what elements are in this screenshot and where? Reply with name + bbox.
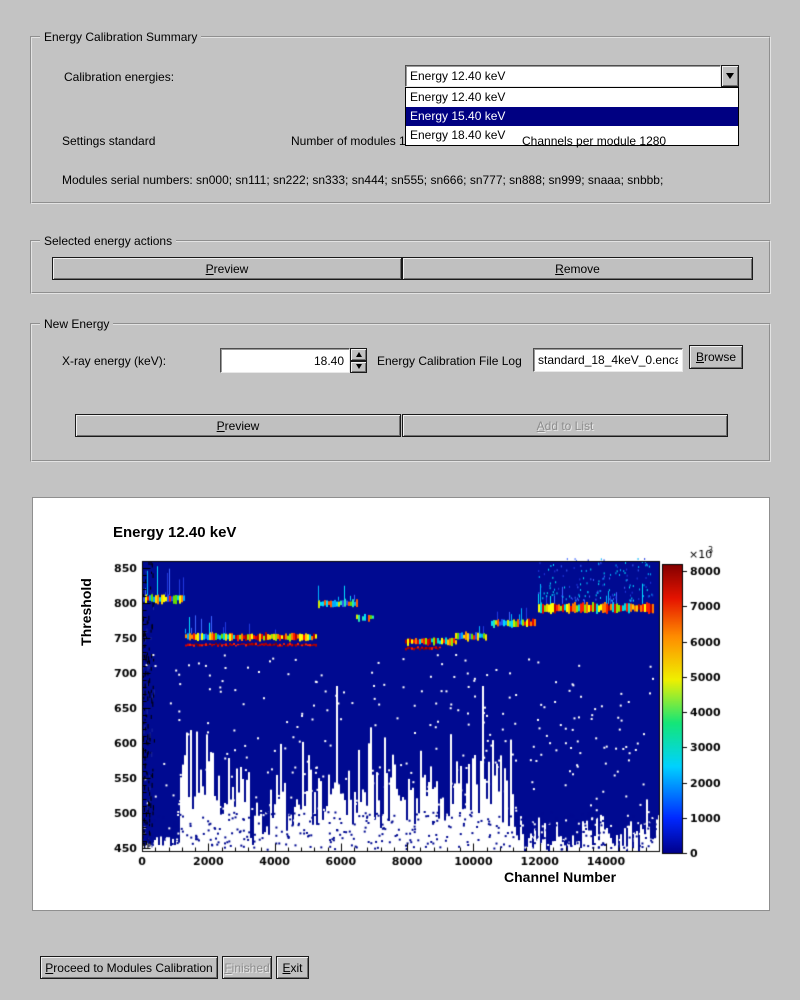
energy-dropdown-list[interactable]: Energy 12.40 keV Energy 15.40 keV Energy 1… [405,87,739,146]
combobox-arrow-button[interactable] [721,65,739,87]
arrow-down-icon [355,364,362,370]
threshold-scan-heatmap [33,498,769,910]
group-title: New Energy [40,317,114,331]
number-of-modules-label: Number of modules 12 [291,134,413,148]
xray-energy-input[interactable] [220,348,350,373]
settings-label: Settings standard [62,134,156,148]
chevron-down-icon [726,73,734,79]
arrow-up-icon [355,351,362,357]
energy-calibration-summary-group: Energy Calibration Summary Calibration e… [30,30,771,204]
calibration-energies-combobox[interactable]: Energy 12.40 keV [405,65,739,87]
plot-y-axis-label: Threshold [78,578,94,646]
plot-x-axis-label: Channel Number [504,869,617,885]
file-log-label: Energy Calibration File Log [377,354,522,368]
file-log-input[interactable] [533,348,683,372]
group-title: Selected energy actions [40,234,177,248]
calibration-energies-label: Calibration energies: [64,70,175,84]
group-title: Energy Calibration Summary [40,30,202,44]
dropdown-item[interactable]: Energy 15.40 keV [406,107,738,126]
modules-serial-numbers-label: Modules serial numbers: sn000; sn111; sn… [62,173,664,187]
channels-per-module-label: Channels per module 1280 [522,134,667,148]
plot-title: Energy 12.40 keV [113,524,237,541]
spin-up-button[interactable] [350,348,367,361]
threshold-scan-plot-panel: Energy 12.40 keV Threshold Channel Numbe… [32,497,770,911]
xray-energy-label: X-ray energy (keV): [62,354,167,368]
combobox-selected-value[interactable]: Energy 12.40 keV [405,65,721,87]
dropdown-item[interactable]: Energy 18.40 keV [410,128,506,142]
spin-down-button[interactable] [350,360,367,373]
new-energy-group: New Energy X-ray energy (keV): Energy Ca… [30,317,771,462]
dropdown-item[interactable]: Energy 12.40 keV [410,90,506,104]
xray-energy-spinbox[interactable] [220,348,367,373]
